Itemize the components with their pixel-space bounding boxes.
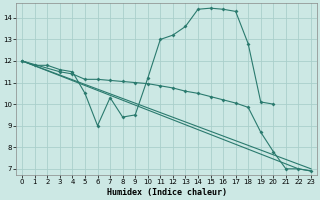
X-axis label: Humidex (Indice chaleur): Humidex (Indice chaleur) (107, 188, 227, 197)
